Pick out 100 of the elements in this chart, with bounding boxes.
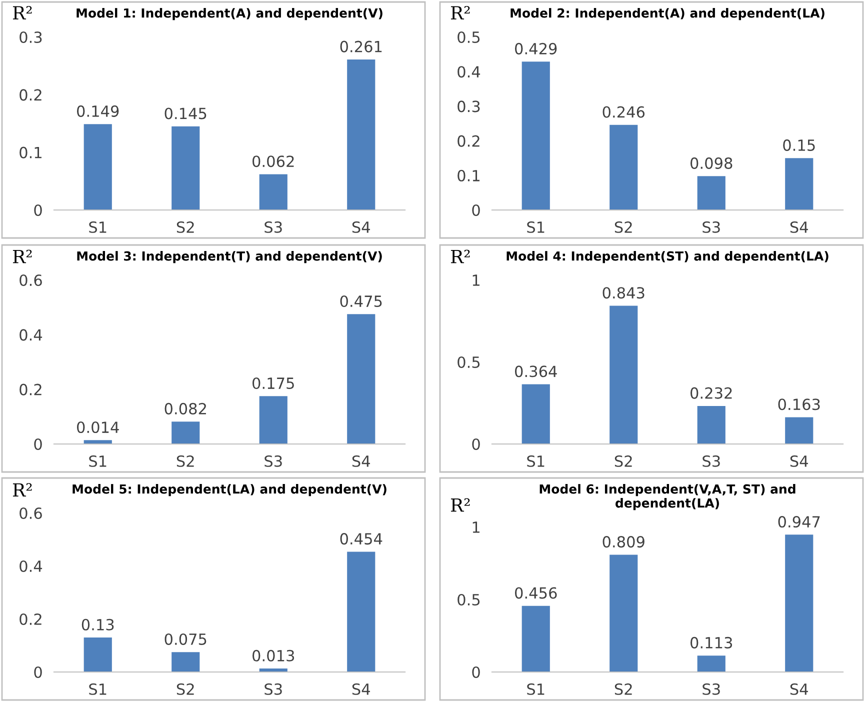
y-tick-label: 0 bbox=[34, 438, 42, 450]
bar bbox=[172, 422, 200, 444]
bar bbox=[259, 396, 288, 444]
data-label: 0.082 bbox=[164, 402, 206, 414]
bar bbox=[785, 417, 814, 444]
y-tick-label: 1 bbox=[472, 274, 480, 286]
data-label: 0.429 bbox=[515, 42, 557, 54]
x-tick-label: S1 bbox=[527, 683, 544, 695]
x-tick-label: S4 bbox=[790, 683, 808, 695]
data-label: 0.013 bbox=[252, 650, 294, 662]
y-tick-label: 0.2 bbox=[20, 89, 42, 101]
data-label: 0.232 bbox=[690, 387, 732, 399]
x-tick-label: S3 bbox=[264, 221, 282, 233]
y-tick-label: 0.4 bbox=[458, 66, 480, 78]
y-axis-title: R² bbox=[450, 498, 470, 512]
bar bbox=[347, 59, 376, 210]
y-tick-label: 0.3 bbox=[458, 100, 480, 112]
x-tick-label: S2 bbox=[176, 455, 194, 467]
data-label: 0.261 bbox=[340, 40, 382, 52]
data-label: 0.014 bbox=[77, 421, 119, 434]
x-tick-label: S4 bbox=[352, 221, 370, 233]
bar bbox=[172, 126, 200, 210]
y-tick-label: 0 bbox=[472, 666, 480, 678]
bar bbox=[347, 314, 376, 444]
y-axis-title: R² bbox=[450, 250, 470, 264]
bar bbox=[697, 406, 726, 444]
y-tick-label: 0.4 bbox=[20, 329, 42, 341]
bar bbox=[172, 652, 200, 672]
data-label: 0.454 bbox=[340, 533, 382, 545]
chart-title: Model 1: Independent(A) and dependent(V) bbox=[76, 8, 382, 20]
data-label: 0.145 bbox=[164, 108, 206, 120]
bar bbox=[522, 606, 550, 672]
bar bbox=[84, 638, 112, 672]
chart-title: Model 3: Independent(T) and dependent(V) bbox=[77, 251, 382, 264]
y-tick-label: 0.6 bbox=[20, 507, 42, 520]
y-tick-label: 0 bbox=[472, 204, 480, 216]
y-tick-label: 0.3 bbox=[20, 31, 42, 44]
x-tick-label: S4 bbox=[352, 455, 370, 467]
x-tick-label: S3 bbox=[264, 455, 282, 467]
data-label: 0.149 bbox=[77, 105, 119, 117]
x-tick-label: S2 bbox=[614, 221, 632, 233]
x-tick-label: S2 bbox=[614, 683, 632, 695]
y-axis-title: R² bbox=[12, 483, 32, 497]
bar bbox=[84, 440, 112, 444]
x-tick-label: S4 bbox=[790, 455, 808, 467]
chart-title: Model 2: Independent(A) and dependent(LA) bbox=[510, 8, 824, 20]
bar bbox=[610, 306, 638, 444]
x-tick-label: S3 bbox=[264, 683, 282, 695]
data-label: 0.364 bbox=[515, 366, 557, 378]
bar bbox=[610, 554, 638, 672]
bar bbox=[697, 656, 726, 672]
y-tick-label: 1 bbox=[472, 522, 480, 533]
data-label: 0.809 bbox=[602, 536, 644, 548]
x-tick-label: S3 bbox=[702, 683, 720, 695]
data-label: 0.113 bbox=[690, 636, 732, 648]
data-label: 0.098 bbox=[690, 157, 732, 169]
y-tick-label: 0.5 bbox=[458, 31, 480, 44]
x-tick-label: S3 bbox=[702, 455, 720, 467]
bar bbox=[84, 124, 112, 210]
y-tick-label: 0.5 bbox=[458, 594, 480, 606]
bar bbox=[522, 384, 550, 444]
data-label: 0.843 bbox=[602, 287, 644, 299]
data-label: 0.947 bbox=[778, 516, 820, 528]
bar bbox=[785, 534, 814, 672]
y-axis-title: R² bbox=[12, 250, 32, 264]
y-tick-label: 0 bbox=[34, 666, 42, 678]
data-label: 0.456 bbox=[515, 587, 557, 599]
bar bbox=[522, 62, 550, 210]
bar bbox=[610, 124, 638, 210]
x-tick-label: S3 bbox=[702, 221, 720, 233]
y-tick-label: 0.2 bbox=[458, 135, 480, 147]
data-label: 0.246 bbox=[602, 106, 645, 118]
x-tick-label: S4 bbox=[352, 683, 370, 695]
x-tick-label: S1 bbox=[89, 221, 106, 233]
y-axis-title: R² bbox=[12, 6, 32, 20]
x-tick-label: S2 bbox=[176, 683, 194, 695]
x-tick-label: S2 bbox=[176, 221, 194, 233]
data-label: 0.062 bbox=[252, 156, 294, 168]
y-tick-label: 0.1 bbox=[458, 170, 480, 182]
x-tick-label: S1 bbox=[527, 455, 544, 467]
data-label: 0.13 bbox=[82, 618, 114, 630]
data-label: 0.475 bbox=[340, 295, 382, 308]
bar bbox=[259, 174, 288, 210]
x-tick-label: S2 bbox=[614, 455, 632, 467]
chart-title: Model 5: Independent(LA) and dependent(V) bbox=[72, 484, 386, 496]
data-label: 0.163 bbox=[778, 398, 820, 410]
y-tick-label: 0.2 bbox=[20, 613, 42, 626]
y-tick-label: 0.4 bbox=[20, 560, 42, 572]
y-tick-label: 0 bbox=[34, 204, 42, 216]
bar bbox=[785, 158, 814, 210]
y-tick-label: 0.6 bbox=[20, 274, 42, 286]
chart-title: Model 4: Independent(ST) and dependent(LA) bbox=[506, 251, 828, 264]
x-tick-label: S1 bbox=[527, 221, 544, 233]
data-label: 0.15 bbox=[783, 139, 815, 151]
y-tick-label: 0.1 bbox=[20, 146, 42, 158]
y-tick-label: 0 bbox=[472, 438, 480, 450]
y-tick-label: 0.2 bbox=[20, 384, 42, 396]
y-axis-title: R² bbox=[450, 6, 470, 20]
data-label: 0.075 bbox=[164, 633, 206, 645]
x-tick-label: S1 bbox=[89, 455, 106, 467]
